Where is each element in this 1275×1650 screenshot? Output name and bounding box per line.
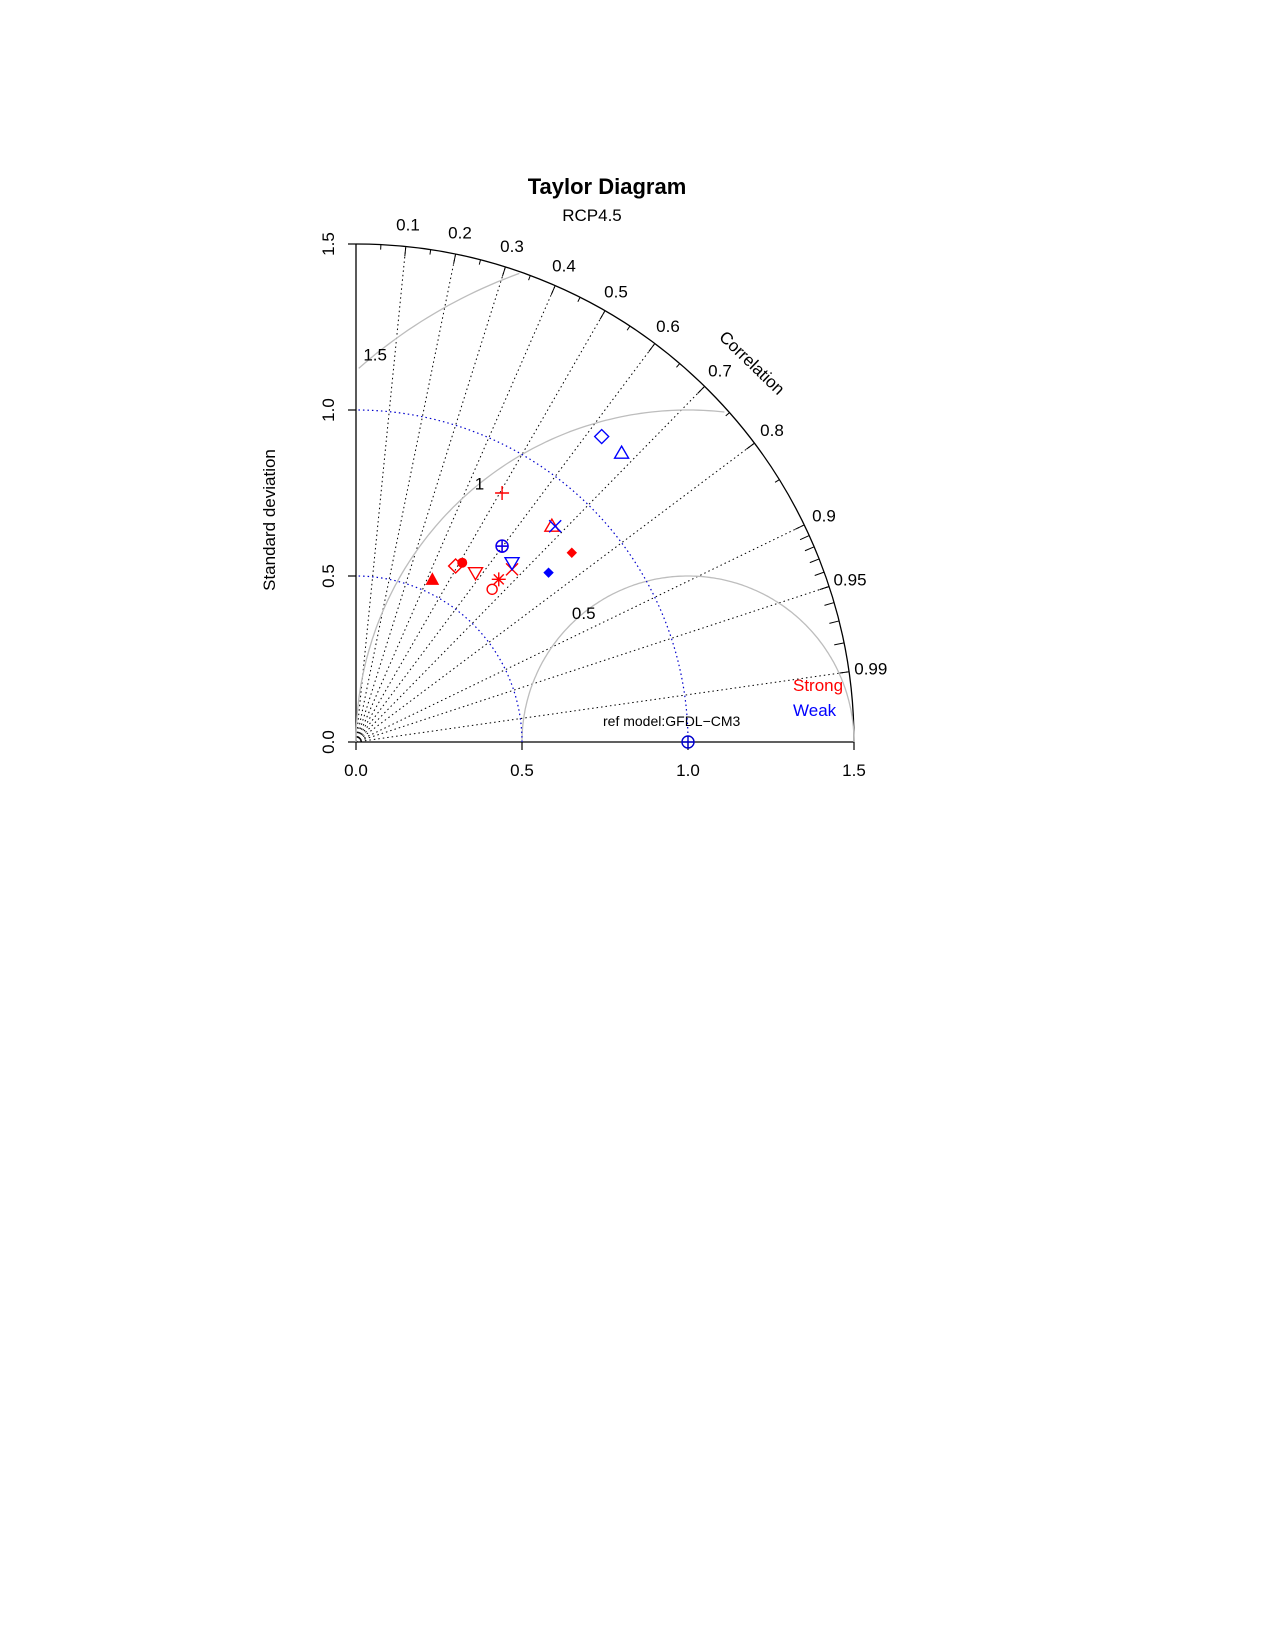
rms-contour-label: 1 [475,475,484,494]
x-tick-label: 0.5 [510,761,534,780]
correlation-minor-tick [478,259,481,265]
correlation-minor-tick [774,479,780,483]
weak-point-1 [593,428,610,445]
chart-subtitle: RCP4.5 [562,206,622,225]
correlation-minor-tick [829,620,840,624]
correlation-minor-tick [453,253,457,264]
correlation-ray [355,285,556,743]
correlation-label-0.2: 0.2 [448,224,472,243]
strong-point-4 [566,547,578,558]
rms-contour-label: 0.5 [572,604,596,623]
rms-contour [358,272,520,369]
correlation-label-0.8: 0.8 [760,421,784,440]
reference-point [681,735,695,749]
legend-entry-strong: Strong [793,676,843,695]
correlation-minor-tick [814,571,825,576]
correlation-ray [355,343,656,743]
correlation-label-0.6: 0.6 [656,317,680,336]
correlation-label-0.3: 0.3 [500,237,524,256]
rms-contour [355,409,725,742]
correlation-ray [355,266,506,743]
strong-point-11 [486,583,498,595]
correlation-label-0.1: 0.1 [396,216,420,235]
correlation-ray [355,442,755,743]
correlation-minor-tick [824,602,835,606]
correlation-minor-tick [501,266,506,277]
correlation-ray [355,586,830,743]
weak-point-4 [495,539,509,553]
y-axis-label: Standard deviation [260,449,279,591]
correlation-minor-tick [725,412,730,417]
plot-area: 0.0 0.0 0.5 0.5 1.0 1.0 1.5 1.5 0.1 0.2 0.3 0.4 0.5 0… [319,216,887,780]
strong-point-10 [425,572,440,585]
correlation-minor-tick [799,535,810,541]
strong-point-1 [495,486,510,500]
y-tick-label: 1.5 [319,232,338,256]
correlation-minor-tick [676,363,681,368]
correlation-minor-tick [550,285,556,295]
correlation-ray [355,310,606,743]
sd-reference-arc [355,409,689,743]
weak-point-3 [548,519,562,533]
rms-contour-label: 1.5 [363,346,387,365]
sd-reference-arc [355,575,523,743]
reference-label: ref model:GFDL−CM3 [603,713,741,729]
x-tick-label: 1.0 [676,761,700,780]
rms-contour [521,575,855,742]
correlation-minor-tick [528,275,531,281]
x-tick-label: 1.5 [842,761,866,780]
correlation-label-0.5: 0.5 [604,283,628,302]
correlation-ray [355,671,850,743]
correlation-minor-tick [804,546,815,552]
correlation-minor-tick [834,642,845,646]
correlation-ray [355,386,705,743]
correlation-ray [355,253,457,743]
outer-arc [355,243,855,743]
correlation-ray [355,246,407,743]
y-tick-label: 0.5 [319,564,338,588]
correlation-minor-tick [809,558,820,564]
strong-point-7 [467,566,484,582]
correlation-minor-tick [429,249,432,255]
weak-point-2 [613,444,630,459]
y-tick-label: 1.0 [319,398,338,422]
correlation-label-0.4: 0.4 [552,256,576,275]
correlation-label-0.7: 0.7 [708,362,732,381]
weak-point-5 [503,557,521,572]
chart-title: Taylor Diagram [528,174,687,199]
correlation-minor-tick [577,297,581,302]
correlation-ray [355,524,805,743]
x-tick-label: 0.0 [344,761,368,780]
strong-point-9 [491,572,506,587]
correlation-label-0.95: 0.95 [833,571,866,590]
y-tick-label: 0.0 [319,730,338,754]
legend-entry-weak: Weak [793,701,837,720]
correlation-label-0.9: 0.9 [812,506,836,525]
correlation-label-0.99: 0.99 [854,660,887,679]
correlation-minor-tick [626,325,631,331]
strong-point-6 [447,558,464,575]
weak-point-6 [543,567,554,578]
